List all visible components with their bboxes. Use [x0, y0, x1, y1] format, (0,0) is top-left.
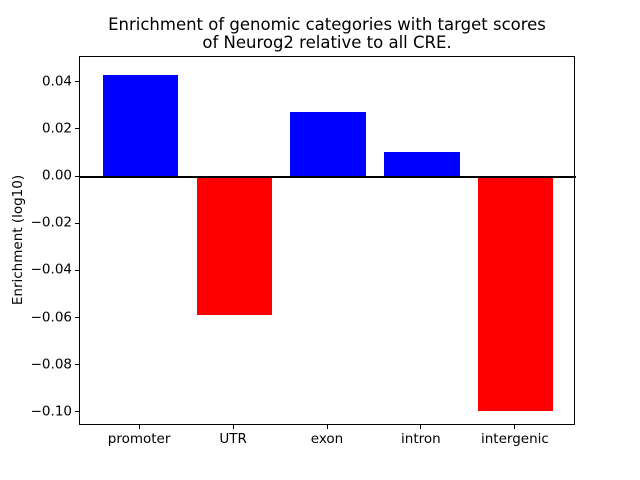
y-tick-label: −0.10: [30, 403, 72, 420]
x-tick-label-exon: exon: [310, 431, 344, 447]
y-tick-mark: [75, 128, 79, 130]
bar-intergenic: [478, 177, 554, 412]
x-tick-mark: [514, 425, 516, 429]
chart-title-line-2: of Neurog2 relative to all CRE.: [202, 33, 452, 52]
bar-UTR: [196, 177, 272, 315]
y-tick-mark: [75, 81, 79, 83]
bars-layer: [80, 57, 576, 424]
y-tick-mark: [75, 175, 79, 177]
y-tick-mark: [75, 364, 79, 366]
bar-intron: [384, 151, 460, 177]
x-tick-mark: [326, 425, 328, 429]
x-tick-mark: [420, 425, 422, 429]
x-tick-label-UTR: UTR: [219, 431, 247, 447]
x-tick-mark: [138, 425, 140, 429]
y-tick-label: 0.00: [41, 167, 72, 184]
y-tick-mark: [75, 317, 79, 318]
x-tick-label-intergenic: intergenic: [480, 431, 549, 447]
y-tick-label: −0.08: [30, 355, 72, 372]
bar-promoter: [102, 74, 178, 177]
bar-exon: [290, 111, 366, 177]
y-tick-mark: [75, 222, 79, 224]
y-tick-mark: [75, 411, 79, 413]
x-tick-mark: [232, 425, 234, 429]
chart-title: Enrichment of genomic categories with ta…: [79, 16, 575, 52]
y-tick-label: −0.04: [30, 261, 72, 278]
chart-title-line-1: Enrichment of genomic categories with ta…: [108, 15, 546, 34]
y-axis-label: Enrichment (log10): [10, 174, 26, 306]
plot-area: [79, 56, 576, 425]
y-tick-label: 0.02: [41, 120, 72, 137]
y-tick-label: −0.02: [30, 214, 72, 231]
y-tick-label: 0.04: [41, 72, 72, 89]
y-tick-label: −0.06: [30, 308, 72, 325]
x-tick-label-intron: intron: [401, 431, 441, 447]
x-tick-label-promoter: promoter: [107, 431, 171, 447]
y-tick-mark: [75, 269, 79, 271]
zero-axhline: [80, 176, 576, 178]
